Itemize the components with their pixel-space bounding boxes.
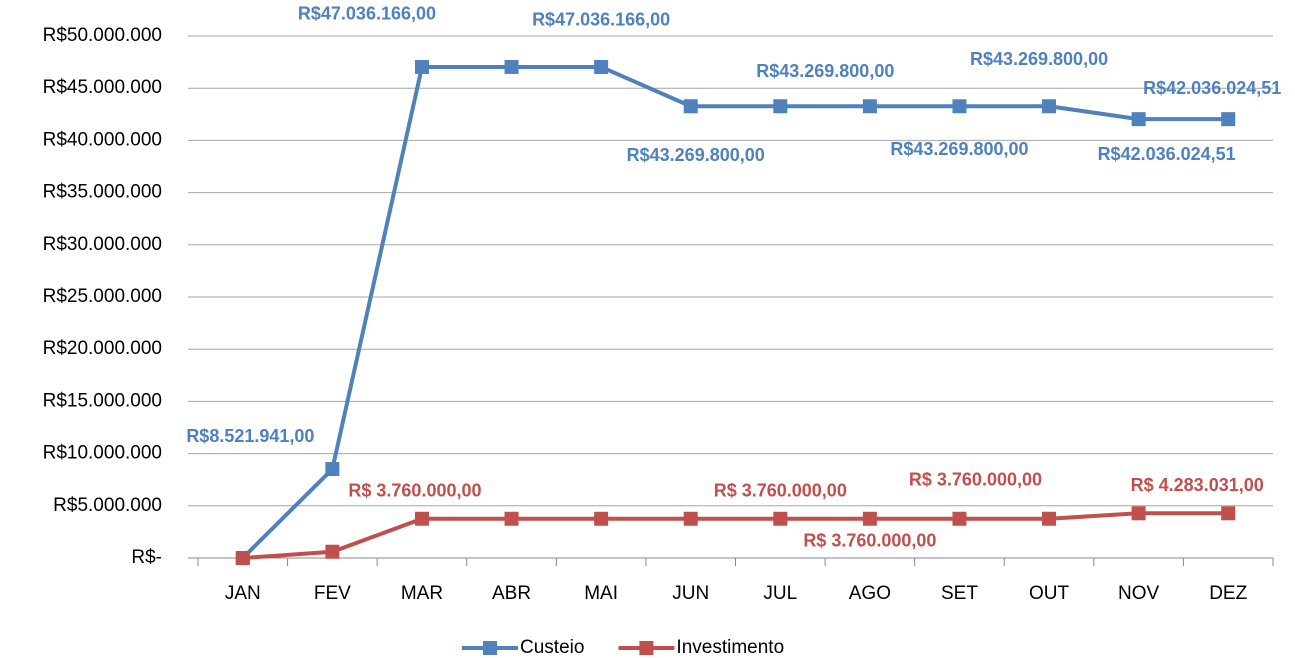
value-label: R$ 3.760.000,00 <box>348 480 481 500</box>
x-tick-label: MAI <box>584 583 618 604</box>
value-label: R$42.036.024,51 <box>1143 78 1281 98</box>
y-tick-label: R$40.000.000 <box>43 129 162 150</box>
marker <box>594 511 609 526</box>
value-label: R$43.269.800,00 <box>756 61 894 81</box>
marker <box>1042 511 1057 526</box>
value-label: R$ 4.283.031,00 <box>1131 475 1264 495</box>
value-label: R$43.269.800,00 <box>890 139 1028 159</box>
value-label: R$43.269.800,00 <box>970 49 1108 69</box>
x-tick-label: JUN <box>672 583 709 604</box>
marker <box>683 99 698 114</box>
marker <box>504 511 519 526</box>
y-tick-label: R$30.000.000 <box>43 234 162 255</box>
y-tick-label: R$10.000.000 <box>43 443 162 464</box>
legend-label: Investimento <box>676 637 784 658</box>
marker <box>952 99 967 114</box>
value-label: R$43.269.800,00 <box>627 145 765 165</box>
value-label: R$ 3.760.000,00 <box>803 530 936 550</box>
marker <box>773 99 788 114</box>
value-label: R$ 3.760.000,00 <box>714 480 847 500</box>
marker <box>952 511 967 526</box>
x-tick-label: MAR <box>401 583 443 604</box>
x-tick-label: SET <box>941 583 978 604</box>
marker <box>235 551 250 565</box>
line-series <box>241 64 1229 560</box>
y-tick-label: R$25.000.000 <box>43 286 162 307</box>
marker <box>325 462 340 477</box>
marker <box>1221 506 1236 521</box>
y-tick-label: R$50.000.000 <box>43 25 162 46</box>
marker <box>325 544 340 559</box>
y-tick-label: R$20.000.000 <box>43 338 162 359</box>
marker <box>594 59 609 74</box>
y-tick-label: R$15.000.000 <box>43 390 162 411</box>
x-tick-label: AGO <box>849 583 891 604</box>
marker <box>414 59 429 74</box>
legend-marker <box>639 641 654 655</box>
x-tick-label: JUL <box>763 583 797 604</box>
marker <box>414 511 429 526</box>
marker <box>1221 112 1236 127</box>
x-tick-label: ABR <box>492 583 531 604</box>
value-label: R$47.036.166,00 <box>532 10 670 30</box>
x-tick-label: OUT <box>1029 583 1070 604</box>
value-label: R$42.036.024,51 <box>1098 144 1236 164</box>
x-tick-label: FEV <box>314 583 351 604</box>
marker <box>862 99 877 114</box>
value-label: R$ 3.760.000,00 <box>909 469 1042 489</box>
value-label: R$47.036.166,00 <box>298 4 436 24</box>
y-tick-label: R$5.000.000 <box>53 495 162 516</box>
marker <box>1042 99 1057 114</box>
marker <box>1131 506 1146 521</box>
marker <box>504 59 519 74</box>
legend-marker <box>483 641 497 655</box>
line-series <box>242 511 1229 560</box>
marker <box>683 511 698 526</box>
marker <box>1131 112 1146 127</box>
y-tick-label: R$- <box>131 547 162 568</box>
x-tick-label: NOV <box>1118 583 1160 604</box>
marker <box>862 511 877 526</box>
y-tick-label: R$35.000.000 <box>43 182 162 203</box>
y-tick-label: R$45.000.000 <box>43 77 162 98</box>
x-tick-label: DEZ <box>1209 583 1247 604</box>
legend-label: Custeio <box>520 637 584 658</box>
marker <box>773 511 788 526</box>
value-label: R$8.521.941,00 <box>186 426 314 446</box>
x-tick-label: JAN <box>225 583 261 604</box>
